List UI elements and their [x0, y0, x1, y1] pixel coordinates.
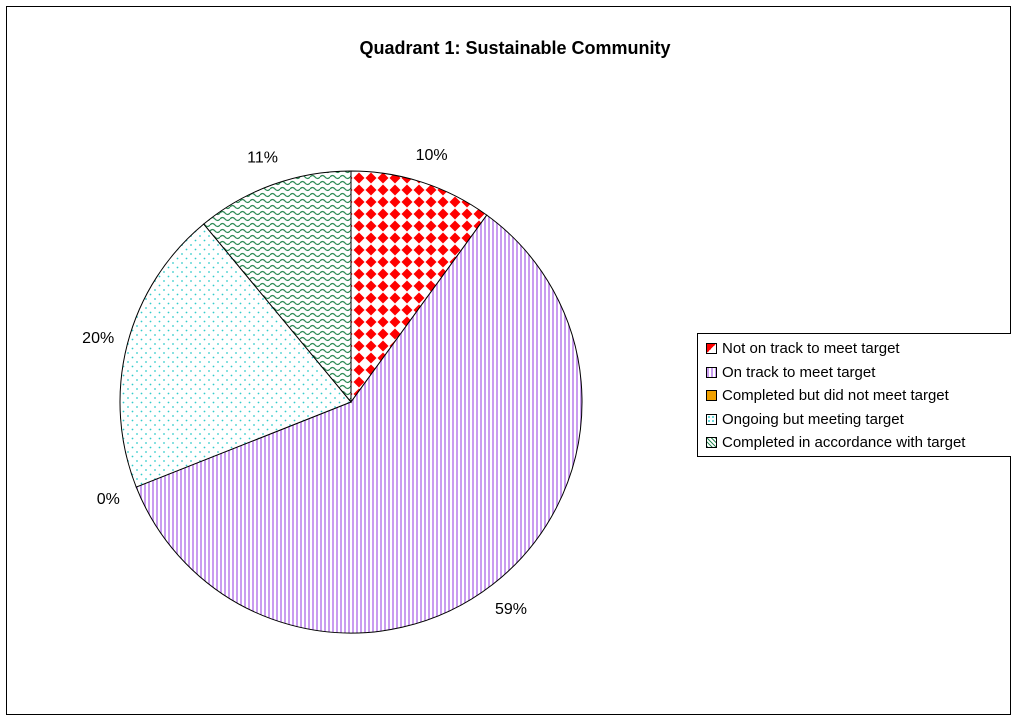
legend-item: On track to meet target — [698, 361, 1011, 385]
legend-label: Not on track to meet target — [722, 340, 900, 358]
chart-title: Quadrant 1: Sustainable Community — [359, 38, 671, 58]
legend-swatch — [706, 437, 717, 449]
legend-label: Completed in accordance with target — [722, 434, 966, 452]
legend-item: Completed in accordance with target — [698, 431, 1011, 455]
legend-item: Completed but did not meet target — [698, 384, 1011, 408]
slice-percent-label: 11% — [247, 149, 278, 166]
legend-swatch — [706, 343, 717, 355]
legend-item: Ongoing but meeting target — [698, 408, 1011, 432]
legend-label: On track to meet target — [722, 363, 876, 381]
legend-label: Completed but did not meet target — [722, 387, 949, 405]
slice-percent-label: 10% — [416, 147, 448, 164]
pie-slice — [203, 170, 352, 404]
slice-percent-label: 0% — [97, 491, 120, 508]
legend-swatch — [706, 413, 717, 425]
pie-slice — [350, 170, 488, 404]
legend-swatch — [706, 366, 717, 378]
slice-percent-label: 59% — [495, 601, 527, 618]
legend-item: Not on track to meet target — [698, 337, 1011, 361]
chart-legend: Not on track to meet target On track to m… — [697, 333, 1011, 457]
pie-slice — [119, 223, 352, 488]
legend-label: Ongoing but meeting target — [722, 410, 904, 428]
slice-percent-label: 20% — [82, 330, 114, 347]
pie-slice — [135, 214, 583, 634]
legend-swatch — [706, 390, 717, 402]
